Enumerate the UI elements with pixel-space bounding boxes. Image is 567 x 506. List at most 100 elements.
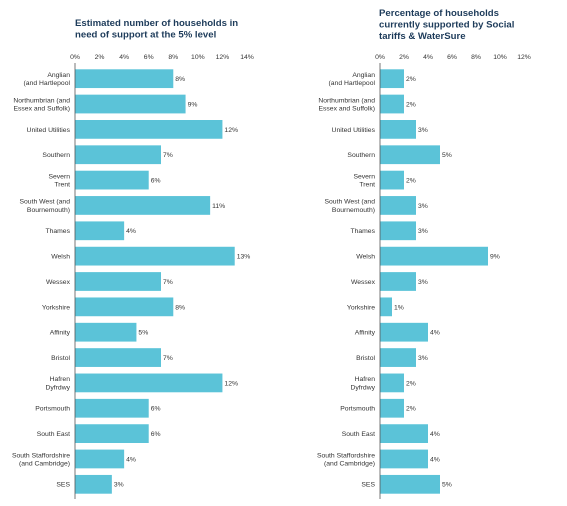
chart-1-value-label: 9% [188,101,198,108]
chart-2-category-label: Severn Trent [353,173,375,188]
chart-2-bar [380,424,428,443]
chart-2-title-line: Percentage of households [379,8,499,19]
chart-1-bar [75,272,161,291]
chart-1-value-label: 4% [126,456,136,463]
chart-2-category-label-line: Yorkshire [347,304,375,311]
chart-1-category-label-line: Essex and Suffolk) [13,106,70,113]
chart-2-category-label-line: Affinity [355,330,376,337]
chart-1-value-label: 3% [114,482,124,489]
chart-2-category-label-line: Wessex [351,279,376,286]
chart-2-value-label: 4% [430,330,440,337]
chart-2-x-tick-label: 8% [471,54,481,61]
chart-1-bar [75,170,149,190]
chart-2-category-label-line: Welsh [356,254,375,261]
chart-2-value-label: 3% [418,127,428,134]
chart-2-category-label: Northumbrian (and Essex and Suffolk) [318,97,375,112]
chart-2-value-label: 2% [406,76,416,83]
chart-1-category-label-line: Trent [54,182,70,189]
chart-2-value-label: 2% [406,177,416,184]
chart-2-value-label: 5% [442,152,452,159]
chart-2-category-label-line: Trent [359,182,375,189]
chart-2-category-label: Thames [350,228,375,235]
chart-2-category-label: Bristol [356,355,375,362]
chart-2-x-tick-label: 12% [517,54,531,61]
chart-2-category-label: Anglian (and Hartlepool [329,72,376,87]
chart-1-category-label: Affinity [50,330,71,337]
chart-2-value-label: 3% [418,355,428,362]
chart-2-value-label: 9% [490,254,500,261]
chart-1-x-tick-label: 6% [144,54,154,61]
chart-1-category-label-line: SES [56,482,70,489]
chart-2-category-label-line: South West (and [324,199,375,206]
chart-2-category-label: Welsh [356,254,375,261]
chart-1-category-label-line: Southern [42,152,70,159]
chart-2-category-label-line: Thames [350,228,375,235]
chart-1-category-label: Northumbrian (and Essex and Suffolk) [13,97,70,112]
chart-2-value-label: 2% [406,380,416,387]
chart-2-category-label-line: Southern [347,152,375,159]
chart-2-category-label-line: Anglian [352,72,375,79]
chart-1-category-label-line: South Staffordshire [12,452,70,459]
chart-2-category-label-line: (and Hartlepool [329,80,376,87]
chart-2-category-label-line: Northumbrian (and [318,97,375,104]
chart-1-title-line: Estimated number of households in [75,18,238,29]
chart-2-x-tick-label: 10% [493,54,507,61]
chart-1-category-label: South East [37,431,70,438]
chart-1-category-label: Southern [42,152,70,159]
chart-1-category-label-line: Thames [45,228,70,235]
chart-1-category-label: Welsh [51,254,70,261]
chart-1-category-label: South West (and Bournemouth) [19,199,70,214]
chart-1-bar [75,120,223,139]
chart-2-category-label-line: South Staffordshire [317,452,375,459]
chart-1-x-tick-label: 10% [191,54,205,61]
chart-1-x-tick-label: 0% [70,54,80,61]
chart-1-category-label-line: South West (and [19,199,70,206]
chart-1-category-label-line: (and Hartlepool [24,80,71,87]
chart-2-category-label-line: Severn [353,173,375,180]
chart-1-value-label: 8% [175,304,185,311]
chart-1-category-label: Yorkshire [42,304,70,311]
chart-2-bar [380,449,428,469]
chart-1-category-label-line: Hafren [50,376,71,383]
chart-2-bar [380,120,416,139]
chart-1-bar [75,398,149,418]
chart-1-category-label: United Utilities [27,127,71,134]
chart-1-bar [75,196,211,215]
chart-1-category-label-line: Portsmouth [35,406,70,413]
chart-1-bar [75,297,174,317]
chart-1-category-label-line: South East [37,431,70,438]
chart-2-bar [380,221,416,241]
chart-1-title: Estimated number of households in need of… [75,18,238,41]
chart-2-category-label: South East [342,431,375,438]
chart-1-x-tick-label: 14% [240,54,254,61]
chart-1-category-label: Severn Trent [48,173,70,188]
chart-1-bar [75,373,223,393]
chart-2-bar [380,474,440,494]
chart-2-bar [380,373,404,393]
chart-2-bar [380,297,392,317]
chart-1-value-label: 13% [237,254,251,261]
chart-1-bar [75,449,125,469]
chart-2-category-label-line: Bristol [356,355,375,362]
chart-2-bar [380,322,428,342]
chart-2-bar [380,348,416,367]
chart-1-category-label-line: Bristol [51,355,70,362]
chart-2-category-label-line: United Utilities [332,127,376,134]
chart-2-value-label: 3% [418,203,428,210]
chart-1-value-label: 12% [224,380,238,387]
chart-2-bar [380,170,404,190]
chart-2-category-label: South Staffordshire (and Cambridge) [317,452,375,467]
chart-1-category-label-line: Anglian [47,72,70,79]
chart-1-value-label: 7% [163,152,173,159]
chart-1-value-label: 12% [224,127,238,134]
chart-1-category-label-line: Welsh [51,254,70,261]
chart-2-bar [380,246,488,266]
chart-1-category-label-line: Wessex [46,279,71,286]
chart-1-value-label: 7% [163,279,173,286]
chart-2-category-label: Affinity [355,330,376,337]
chart-1-value-label: 4% [126,228,136,235]
chart-1-value-label: 6% [151,177,161,184]
chart-1-bar [75,94,186,114]
chart-2-category-label: Southern [347,152,375,159]
chart-2-category-label-line: Bournemouth) [332,207,375,214]
